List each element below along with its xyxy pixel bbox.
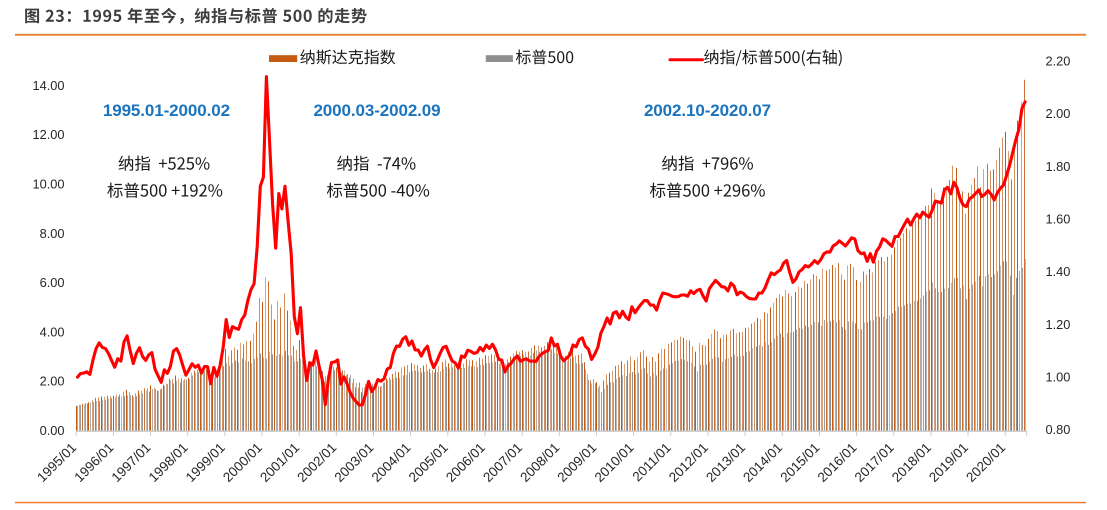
svg-text:2.20: 2.20 bbox=[1046, 53, 1071, 68]
svg-text:1.80: 1.80 bbox=[1046, 159, 1071, 174]
svg-text:2002.10-2020.07: 2002.10-2020.07 bbox=[644, 101, 771, 120]
svg-text:1.40: 1.40 bbox=[1046, 264, 1071, 279]
svg-text:1.00: 1.00 bbox=[1046, 370, 1071, 385]
svg-text:1.60: 1.60 bbox=[1046, 212, 1071, 227]
svg-text:2.00: 2.00 bbox=[40, 374, 65, 389]
svg-text:6.00: 6.00 bbox=[40, 275, 65, 290]
svg-text:10.00: 10.00 bbox=[32, 177, 64, 192]
svg-text:12.00: 12.00 bbox=[32, 127, 64, 142]
svg-text:1.20: 1.20 bbox=[1046, 317, 1071, 332]
svg-text:1995.01-2000.02: 1995.01-2000.02 bbox=[103, 101, 230, 120]
svg-text:14.00: 14.00 bbox=[32, 78, 64, 93]
svg-text:2.00: 2.00 bbox=[1046, 106, 1071, 121]
svg-text:2000.03-2002.09: 2000.03-2002.09 bbox=[313, 101, 440, 120]
svg-text:8.00: 8.00 bbox=[40, 226, 65, 241]
svg-text:0.80: 0.80 bbox=[1046, 422, 1071, 437]
svg-text:4.00: 4.00 bbox=[40, 324, 65, 339]
svg-text:0.00: 0.00 bbox=[40, 423, 65, 438]
